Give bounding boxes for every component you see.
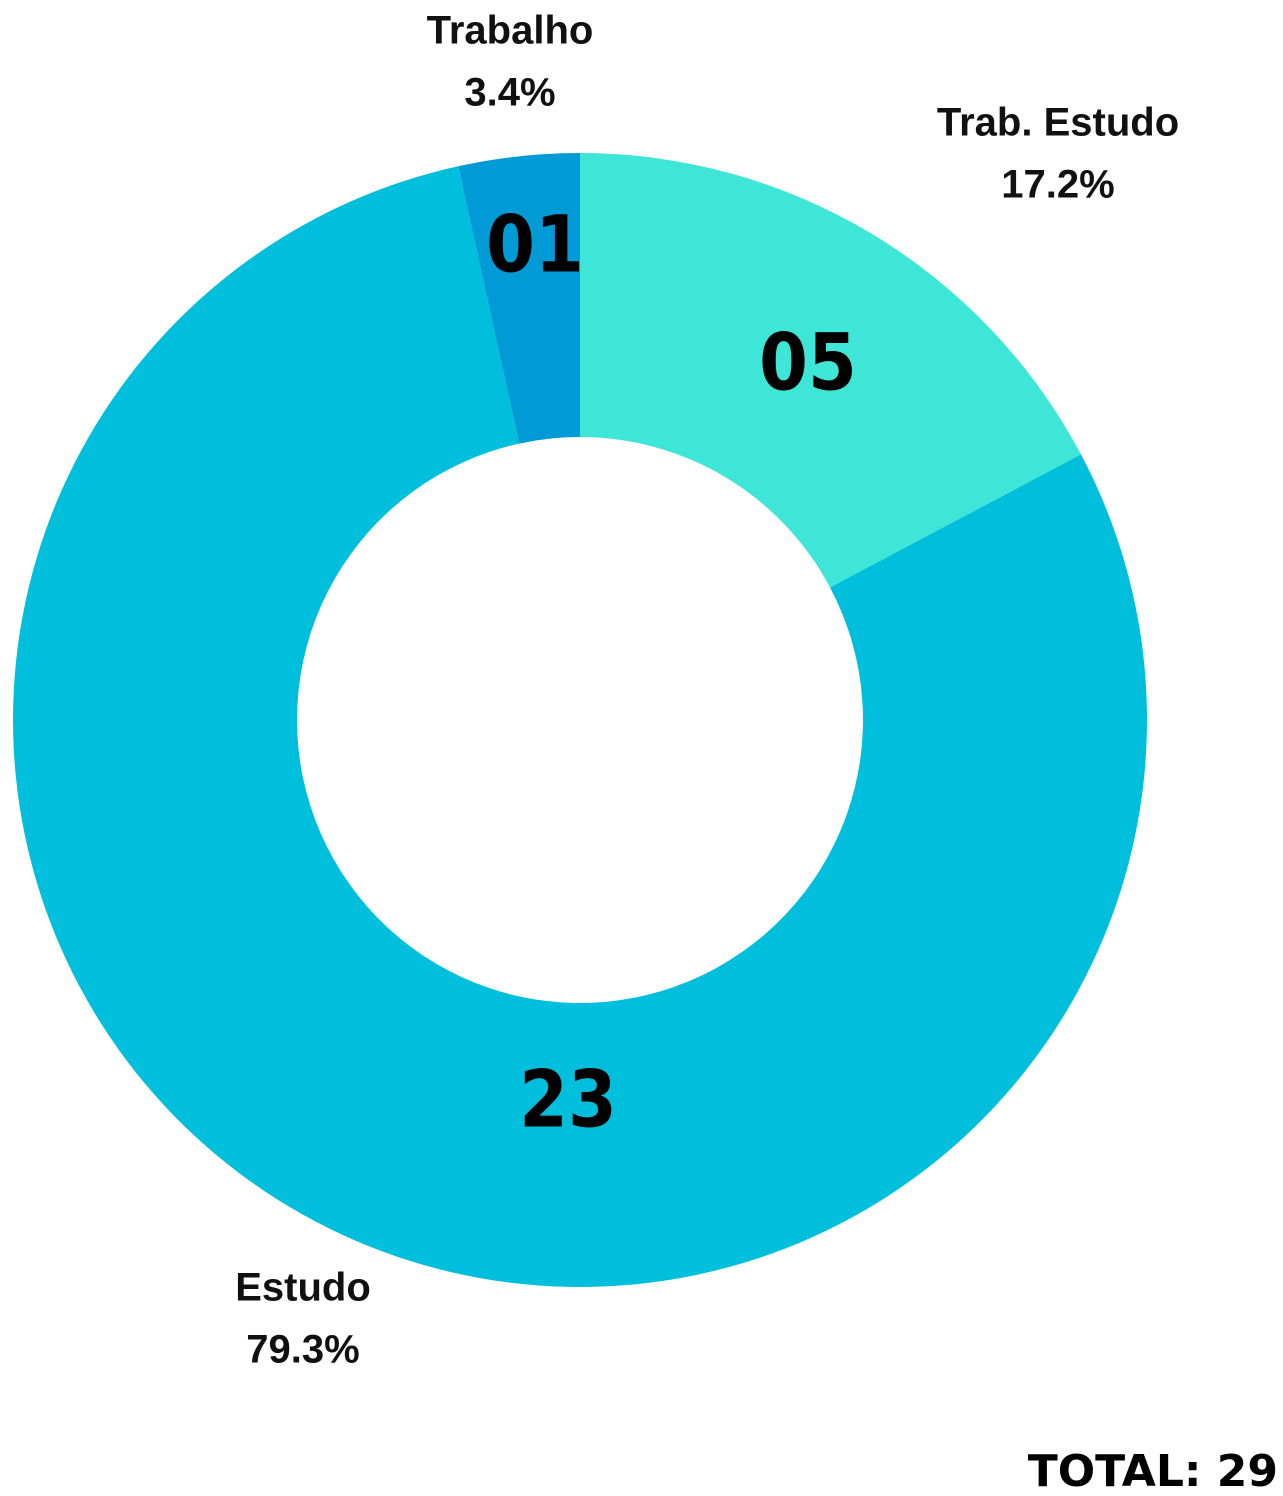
- slice-count-label: 01: [486, 200, 584, 290]
- donut-slice: [580, 153, 1081, 588]
- total-label: TOTAL: 29: [1028, 1446, 1278, 1496]
- slice-category-label: Estudo: [235, 1266, 371, 1310]
- slice-category-label: Trabalho: [427, 9, 594, 53]
- donut-slice: [458, 153, 580, 444]
- slice-percent-label: 79.3%: [246, 1328, 359, 1372]
- slice-count-label: 23: [519, 1055, 617, 1145]
- slice-percent-label: 3.4%: [464, 71, 555, 115]
- slice-category-label: Trab. Estudo: [937, 101, 1179, 145]
- donut-slice: [12, 166, 1147, 1288]
- slice-count-label: 05: [759, 318, 857, 408]
- slice-percent-label: 17.2%: [1001, 163, 1114, 207]
